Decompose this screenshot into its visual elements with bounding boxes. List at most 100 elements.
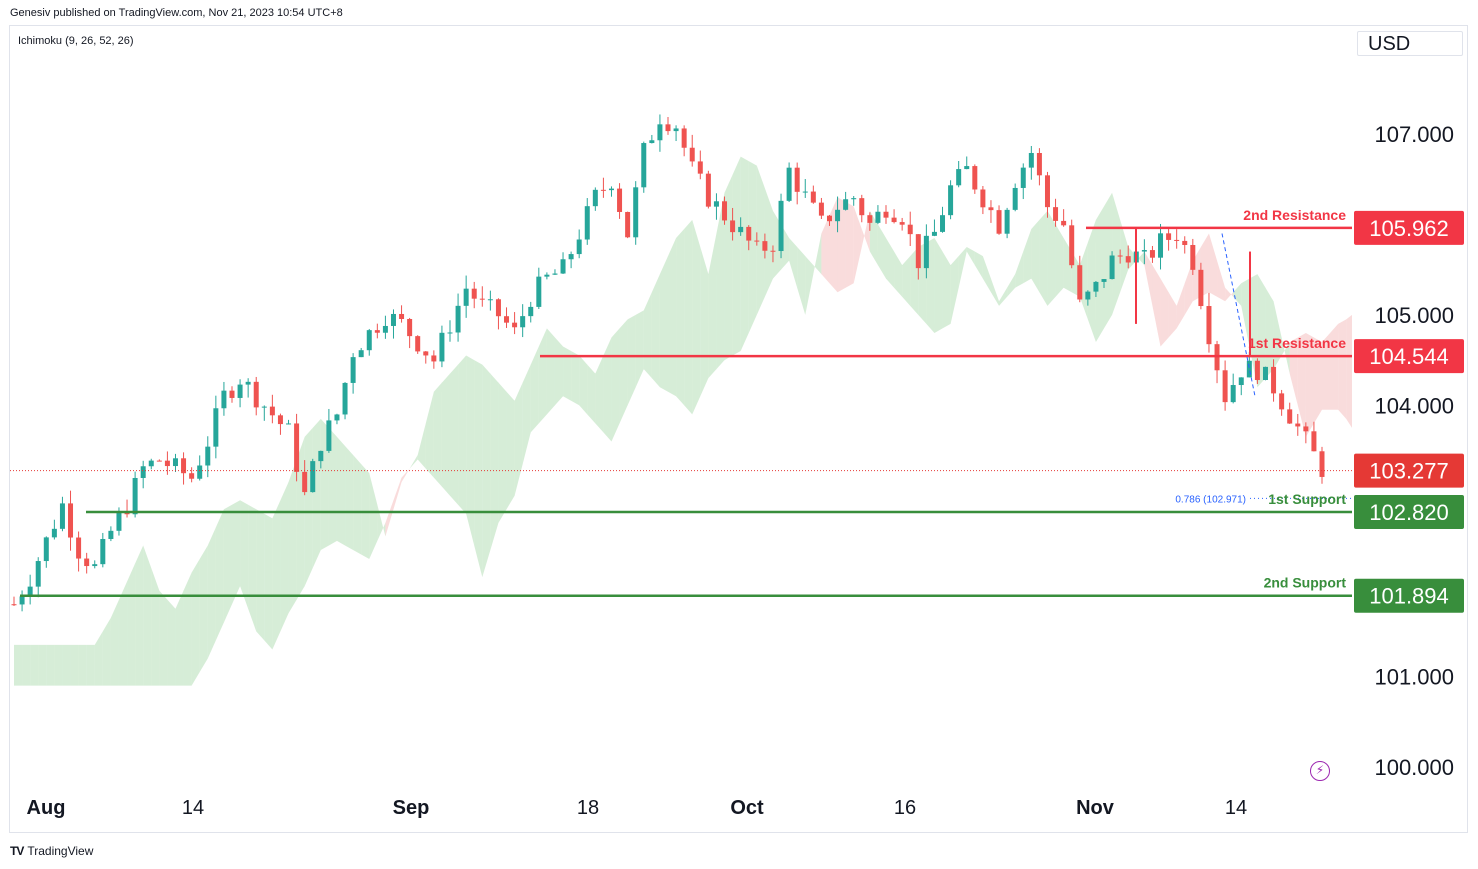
candle-body: [730, 220, 736, 233]
candle-body: [1093, 281, 1099, 292]
cloud-segment: [845, 201, 854, 288]
cloud-segment: [345, 445, 354, 550]
cloud-segment: [894, 251, 903, 297]
y-tick-label: 107.000: [1374, 122, 1454, 147]
candle-body: [552, 273, 558, 275]
cloud-segment: [764, 188, 773, 297]
candle-body: [1190, 244, 1196, 270]
lightning-icon[interactable]: ⚡: [1310, 761, 1330, 781]
candle-body: [940, 215, 946, 232]
cloud-segment: [886, 237, 895, 288]
candle-body: [1166, 233, 1172, 240]
candle-body: [883, 211, 889, 218]
cloud-segment: [595, 355, 604, 433]
candle-body: [1101, 279, 1107, 282]
cloud-segment: [328, 427, 337, 546]
candle-body: [536, 276, 542, 307]
cloud-segment: [385, 500, 394, 537]
candle-body: [859, 198, 865, 216]
candle-body: [43, 537, 49, 562]
cloud-segment: [288, 459, 297, 614]
cloud-segment: [522, 364, 531, 465]
cloud-segment: [950, 256, 959, 324]
cloud-segment: [450, 364, 459, 505]
cloud-segment: [135, 545, 144, 686]
cloud-segment: [579, 355, 588, 415]
cloud-segment: [1168, 292, 1177, 338]
cloud-segment: [1305, 332, 1314, 437]
candle-body: [907, 224, 913, 235]
level-price-text: 105.962: [1369, 216, 1449, 241]
x-tick-label: 14: [1225, 797, 1247, 819]
candle-body: [1206, 306, 1212, 345]
cloud-segment: [1217, 260, 1226, 302]
cloud-segment: [458, 355, 467, 514]
candle-body: [1077, 265, 1083, 300]
level-label: 2nd Support: [1264, 575, 1347, 591]
candle-body: [1230, 385, 1236, 403]
candle-body: [205, 446, 211, 466]
candle-body: [1141, 250, 1147, 252]
candle-body: [1044, 175, 1050, 208]
y-tick-label: 105.000: [1374, 303, 1454, 328]
candle-body: [366, 330, 372, 351]
cloud-segment: [14, 644, 23, 686]
candle-body: [1158, 233, 1164, 258]
candle-body: [964, 166, 970, 170]
cloud-segment: [118, 581, 128, 686]
candle-body: [471, 288, 477, 299]
level-price-text: 102.820: [1369, 500, 1449, 525]
candle-body: [697, 161, 703, 174]
candle-body: [19, 596, 25, 605]
cloud-segment: [280, 482, 289, 632]
cloud-segment: [700, 247, 709, 397]
candle-body: [778, 200, 784, 252]
cloud-segment: [853, 206, 862, 284]
cloud-segment: [110, 599, 119, 686]
candle-body: [1295, 423, 1301, 427]
cloud-segment: [789, 237, 798, 288]
candle-body: [11, 604, 17, 606]
candle-body: [1271, 366, 1277, 394]
cloud-segment: [805, 256, 814, 315]
candle-body: [100, 538, 106, 565]
cloud-segment: [668, 237, 677, 397]
cloud-segment: [530, 346, 539, 433]
cloud-segment: [627, 314, 636, 406]
y-tick-label: 101.000: [1374, 665, 1454, 690]
cloud-segment: [619, 319, 628, 424]
candle-body: [1061, 220, 1067, 226]
cloud-segment: [54, 644, 63, 686]
cloud-segment: [482, 364, 491, 578]
cloud-segment: [990, 278, 1000, 306]
candle-body: [633, 187, 639, 238]
candle-body: [713, 201, 719, 207]
candle-body: [27, 586, 33, 597]
candle-body: [229, 390, 235, 398]
cloud-segment: [1095, 206, 1104, 342]
candle-body: [277, 415, 283, 425]
candle-body: [374, 330, 380, 333]
candle-body: [92, 564, 98, 567]
cloud-segment: [1047, 210, 1056, 306]
currency-label[interactable]: USD: [1357, 31, 1463, 56]
cloud-segment: [571, 351, 580, 406]
candle-body: [600, 189, 606, 191]
cloud-segment: [1273, 301, 1282, 370]
cloud-segment: [304, 427, 313, 587]
candle-body: [116, 512, 122, 531]
candle-body: [1004, 209, 1010, 234]
cloud-segment: [1313, 337, 1322, 424]
cloud-segment: [587, 364, 596, 424]
indicator-legend[interactable]: Ichimoku (9, 26, 52, 26): [18, 35, 134, 47]
current-price-text: 103.277: [1369, 459, 1449, 484]
cloud-segment: [1128, 247, 1137, 270]
y-tick-label: 100.000: [1374, 755, 1454, 780]
candle-body: [164, 460, 170, 467]
cloud-segment: [1338, 319, 1347, 419]
cloud-segment: [934, 237, 943, 333]
cloud-segment: [94, 631, 103, 686]
candle-body: [84, 558, 90, 567]
cloud-segment: [498, 382, 507, 523]
